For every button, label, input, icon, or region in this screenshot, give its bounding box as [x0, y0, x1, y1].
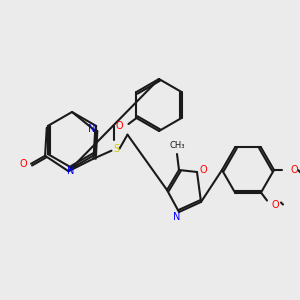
Text: O: O: [116, 121, 123, 131]
Text: CH₃: CH₃: [169, 142, 185, 151]
Text: O: O: [199, 165, 207, 175]
Text: O: O: [290, 165, 298, 175]
Text: N: N: [173, 212, 181, 222]
Text: O: O: [19, 159, 27, 169]
Text: N: N: [88, 124, 96, 134]
Text: N: N: [67, 166, 74, 176]
Text: O: O: [271, 200, 279, 209]
Text: S: S: [113, 144, 120, 154]
